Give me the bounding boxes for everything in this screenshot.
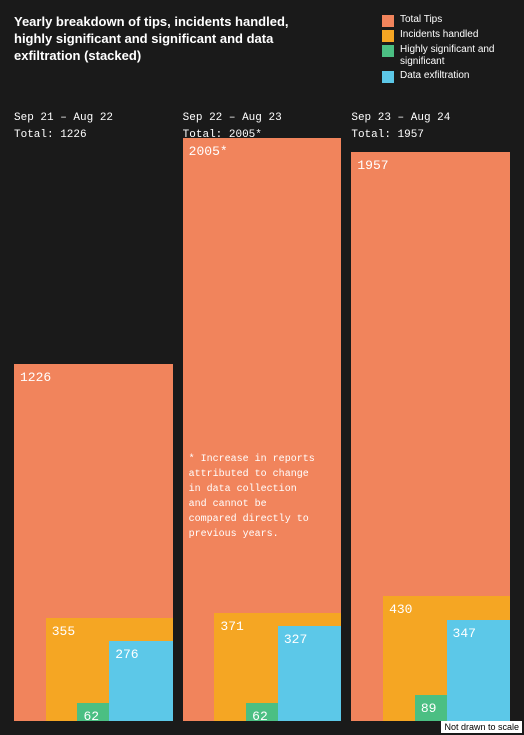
chart-column: Sep 21 – Aug 22Total: 1226 1226 355 276 62 <box>14 110 173 721</box>
bar-value-label: 2005* <box>189 144 228 159</box>
column-period-label: Sep 22 – Aug 23Total: 2005* <box>183 110 282 143</box>
bars-group: 2005* 371 327 62 <box>183 110 342 721</box>
legend-item: Total Tips <box>382 14 510 27</box>
legend: Total Tips Incidents handled Highly signif… <box>382 14 510 83</box>
bar: 62 <box>77 703 109 721</box>
bar-value-label: 62 <box>83 709 99 724</box>
bar: 62 <box>246 703 278 721</box>
legend-label: Data exfiltration <box>400 70 469 82</box>
legend-item: Data exfiltration <box>382 70 510 83</box>
legend-label: Total Tips <box>400 14 442 26</box>
bar-value-label: 1957 <box>357 158 388 173</box>
column-period-label: Sep 21 – Aug 22Total: 1226 <box>14 110 113 143</box>
legend-swatch <box>382 15 394 27</box>
chart-area: Sep 21 – Aug 22Total: 1226122635527662Se… <box>0 110 524 721</box>
bar: 276 <box>109 641 172 721</box>
bar-value-label: 89 <box>421 701 437 716</box>
bar-value-label: 327 <box>284 632 307 647</box>
bar-value-label: 1226 <box>20 370 51 385</box>
bar-value-label: 62 <box>252 709 268 724</box>
bars-group: 1226 355 276 62 <box>14 110 173 721</box>
bar-value-label: 347 <box>453 626 476 641</box>
bar-value-label: 355 <box>52 624 75 639</box>
footnote: Not drawn to scale <box>441 721 522 733</box>
bar: 89 <box>415 695 447 721</box>
legend-item: Highly significant and significant <box>382 44 510 68</box>
bar: 327 <box>278 626 341 721</box>
annotation: * Increase in reports attributed to chan… <box>189 452 319 542</box>
chart-column: Sep 23 – Aug 24Total: 1957 1957 430 347 89 <box>351 110 510 721</box>
legend-label: Incidents handled <box>400 29 478 41</box>
bar: 347 <box>447 620 510 721</box>
legend-swatch <box>382 30 394 42</box>
legend-swatch <box>382 45 394 57</box>
bar-value-label: 430 <box>389 602 412 617</box>
legend-label: Highly significant and significant <box>400 44 510 68</box>
chart-header: Yearly breakdown of tips, incidents hand… <box>0 0 524 83</box>
column-period-label: Sep 23 – Aug 24Total: 1957 <box>351 110 450 143</box>
bar-value-label: 371 <box>220 619 243 634</box>
chart-column: Sep 22 – Aug 23Total: 2005*2005* 371 327 62… <box>183 110 342 721</box>
legend-swatch <box>382 71 394 83</box>
legend-item: Incidents handled <box>382 29 510 42</box>
chart-title: Yearly breakdown of tips, incidents hand… <box>14 14 314 83</box>
bars-group: 1957 430 347 89 <box>351 110 510 721</box>
bar-value-label: 276 <box>115 647 138 662</box>
